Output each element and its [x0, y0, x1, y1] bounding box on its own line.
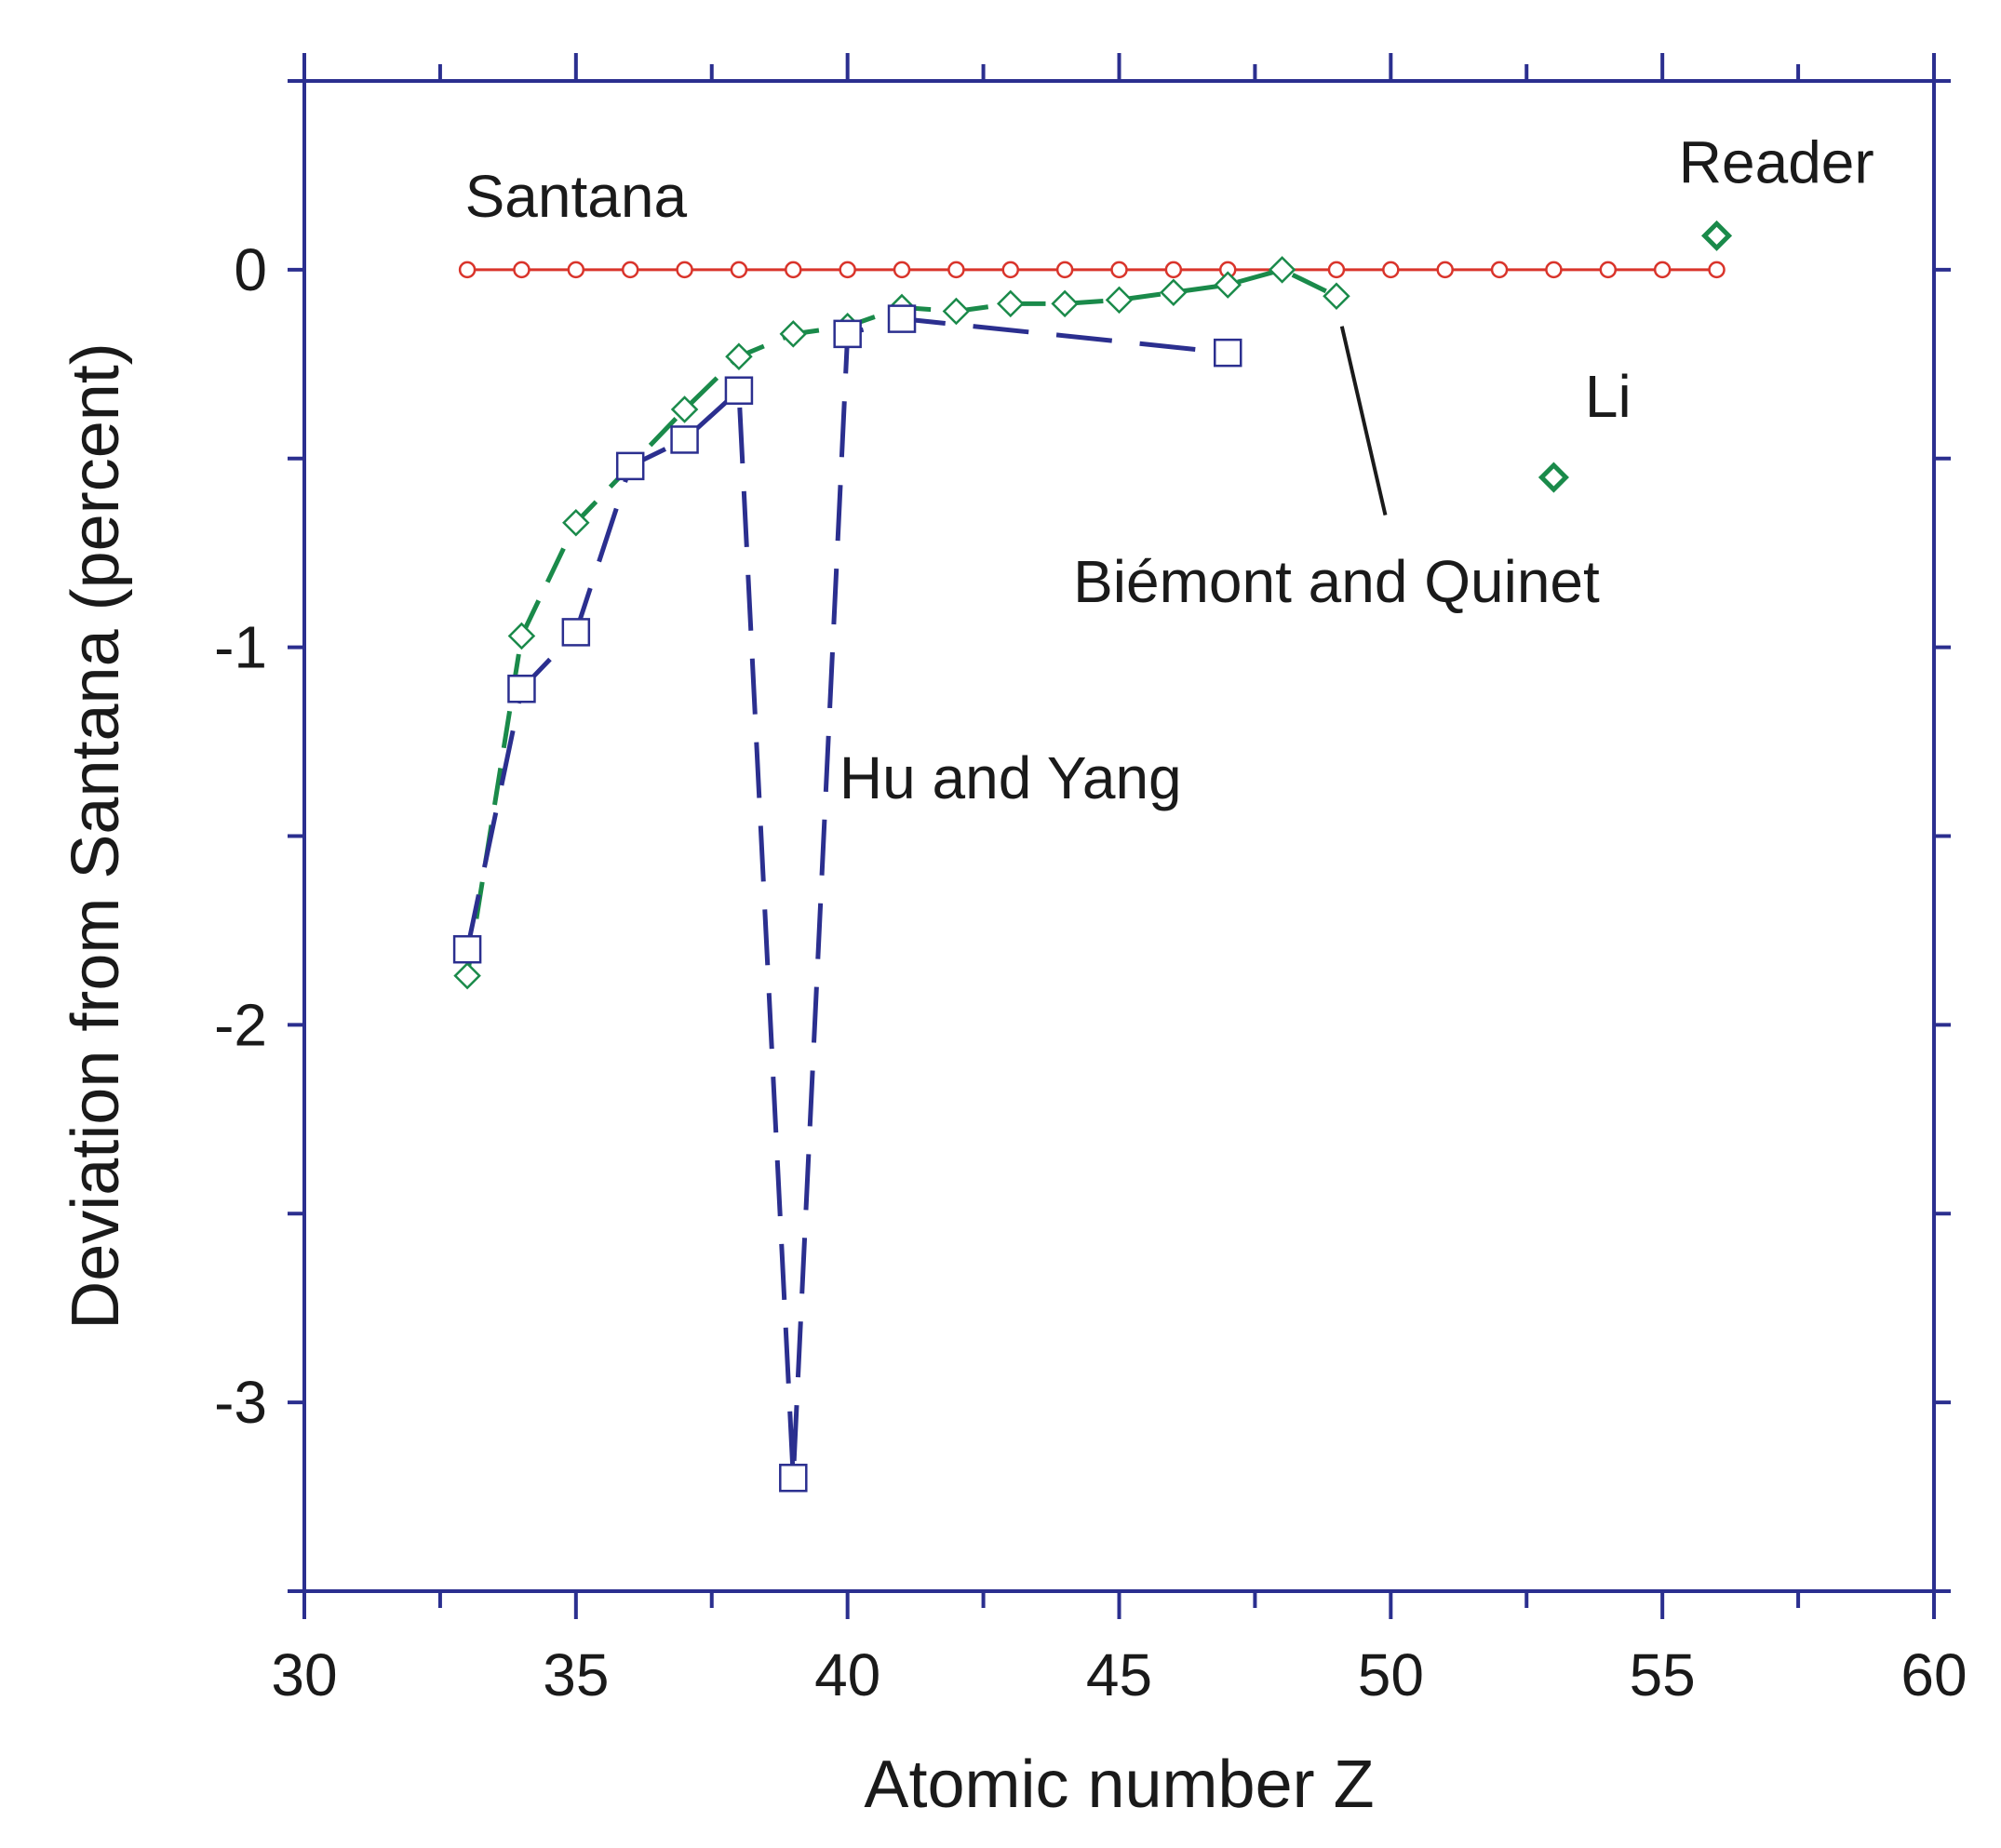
- x-axis-label: Atomic number Z: [864, 1748, 1374, 1822]
- series-line-hu-and-yang: [464, 316, 1229, 1480]
- point-santana: [893, 261, 911, 279]
- point-hu-and-yang: [670, 425, 699, 454]
- point-hu-and-yang: [615, 451, 645, 481]
- x-tick-label: 35: [543, 1641, 609, 1708]
- reader-label: Reader: [1679, 129, 1874, 196]
- li-label: Li: [1585, 363, 1632, 430]
- point-santana: [1382, 261, 1400, 279]
- point-santana: [1490, 261, 1509, 279]
- biemont-label: Biémont and Quinet: [1073, 548, 1600, 615]
- point-bi-mont-and-quinet: [725, 342, 753, 370]
- x-tick-label: 30: [271, 1641, 337, 1708]
- point-santana: [513, 261, 530, 279]
- series-hu-and-yang: [452, 304, 1242, 1493]
- tick-labels: 30 35 40 45 50 55 60 -3 -2 -1 0: [214, 236, 1967, 1708]
- x-tick-label: 55: [1630, 1641, 1696, 1708]
- point-bi-mont-and-quinet: [996, 289, 1025, 318]
- hu-yang-label: Hu and Yang: [839, 744, 1182, 811]
- point-santana: [785, 261, 802, 279]
- series-santana: [458, 261, 1726, 279]
- point-hu-and-yang: [561, 618, 591, 647]
- point-li: [1538, 462, 1569, 493]
- point-hu-and-yang: [1213, 338, 1242, 368]
- point-hu-and-yang: [887, 304, 917, 333]
- point-santana: [1708, 261, 1726, 279]
- y-tick-label: -2: [214, 991, 267, 1058]
- point-bi-mont-and-quinet: [453, 961, 481, 990]
- point-bi-mont-and-quinet: [1214, 271, 1242, 299]
- series-reader: [1700, 220, 1733, 251]
- y-axis-label: Deviation from Santana (percent): [59, 342, 133, 1330]
- y-tick-label: -1: [214, 614, 267, 681]
- point-hu-and-yang: [507, 675, 536, 703]
- point-santana: [1545, 261, 1563, 279]
- point-bi-mont-and-quinet: [1105, 286, 1134, 315]
- point-santana: [676, 261, 693, 279]
- point-santana: [1653, 261, 1672, 279]
- point-reader: [1700, 220, 1733, 251]
- point-bi-mont-and-quinet: [779, 320, 808, 348]
- axis-ticks: [288, 53, 1951, 1619]
- point-santana: [1001, 261, 1020, 279]
- point-santana: [567, 261, 585, 279]
- point-santana: [1110, 261, 1128, 279]
- point-santana: [458, 261, 477, 279]
- point-santana: [1599, 261, 1618, 279]
- santana-label: Santana: [465, 163, 688, 230]
- point-bi-mont-and-quinet: [1051, 289, 1079, 318]
- x-tick-label: 45: [1086, 1641, 1152, 1708]
- y-tick-label: -3: [214, 1369, 267, 1436]
- biemont-leader-line: [1339, 326, 1388, 516]
- x-tick-label: 60: [1900, 1641, 1967, 1708]
- point-bi-mont-and-quinet: [942, 297, 971, 326]
- point-bi-mont-and-quinet: [670, 395, 699, 423]
- point-santana: [1436, 261, 1454, 279]
- series-li: [1538, 462, 1569, 493]
- point-bi-mont-and-quinet: [1268, 256, 1296, 284]
- point-santana: [947, 261, 965, 279]
- x-tick-label: 40: [814, 1641, 880, 1708]
- point-hu-and-yang: [779, 1464, 808, 1493]
- series-layer: [452, 220, 1733, 1493]
- point-santana: [839, 261, 856, 279]
- point-bi-mont-and-quinet: [507, 622, 536, 650]
- point-hu-and-yang: [452, 934, 482, 964]
- point-bi-mont-and-quinet: [1323, 282, 1350, 311]
- point-santana: [1164, 261, 1183, 279]
- point-santana: [1055, 261, 1074, 279]
- point-bi-mont-and-quinet: [1160, 278, 1188, 306]
- y-tick-label: 0: [234, 236, 267, 303]
- annotation-layer: Santana Reader Li Biémont and Quinet Hu and …: [465, 129, 1874, 811]
- point-santana: [1327, 261, 1346, 279]
- point-hu-and-yang: [833, 319, 862, 349]
- point-santana: [730, 261, 748, 279]
- point-bi-mont-and-quinet: [562, 508, 590, 537]
- point-hu-and-yang: [724, 376, 754, 405]
- point-santana: [621, 261, 639, 279]
- x-tick-label: 50: [1358, 1641, 1424, 1708]
